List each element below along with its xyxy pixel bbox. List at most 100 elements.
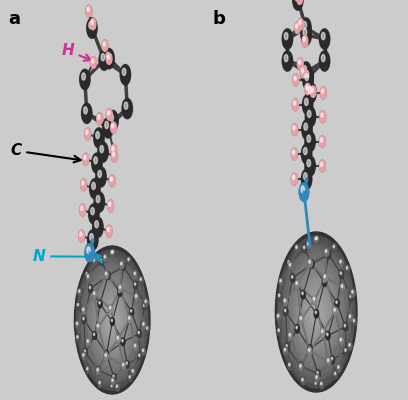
Circle shape [79,230,84,242]
Circle shape [296,246,297,248]
Circle shape [115,383,120,392]
Circle shape [304,173,307,180]
Circle shape [304,123,308,130]
Circle shape [305,83,310,95]
Circle shape [340,338,341,341]
Text: N: N [33,249,101,264]
Circle shape [315,237,316,240]
Circle shape [96,366,100,374]
Circle shape [76,302,80,310]
Circle shape [340,272,341,274]
Circle shape [110,250,114,257]
Circle shape [76,250,148,390]
Circle shape [349,293,353,302]
Circle shape [107,228,109,232]
Circle shape [85,244,94,262]
Circle shape [103,254,107,262]
Circle shape [291,148,297,160]
Circle shape [292,99,299,111]
Circle shape [142,321,146,329]
Circle shape [295,22,300,34]
Circle shape [103,118,113,138]
Circle shape [106,308,118,332]
Circle shape [303,28,307,36]
Circle shape [312,304,321,320]
Circle shape [315,374,319,382]
Circle shape [299,183,308,201]
Circle shape [340,260,341,263]
Circle shape [108,312,116,328]
Circle shape [331,357,333,360]
Circle shape [105,121,109,129]
Circle shape [133,270,137,279]
Circle shape [283,297,288,306]
Circle shape [327,333,328,336]
Circle shape [305,70,309,78]
Circle shape [322,89,324,93]
Circle shape [91,57,97,69]
Circle shape [316,376,317,378]
Circle shape [348,313,353,322]
Circle shape [106,272,110,280]
Circle shape [303,37,305,42]
Circle shape [277,292,282,301]
Circle shape [92,182,95,190]
Circle shape [87,275,89,278]
Circle shape [134,344,135,347]
Circle shape [307,110,311,118]
Circle shape [118,288,122,296]
Circle shape [310,86,316,97]
Circle shape [142,302,146,310]
Circle shape [82,307,86,314]
Circle shape [98,115,100,119]
Circle shape [290,274,295,282]
Circle shape [111,122,117,134]
Circle shape [275,232,357,392]
Circle shape [309,346,310,349]
Circle shape [89,22,93,29]
Circle shape [91,208,94,215]
Circle shape [98,293,126,347]
Circle shape [120,65,131,84]
Circle shape [144,299,148,306]
Circle shape [93,292,95,294]
Circle shape [80,179,86,191]
Circle shape [120,261,124,269]
Circle shape [87,18,97,38]
Circle shape [112,124,114,128]
Circle shape [333,307,337,316]
Circle shape [345,265,350,274]
Circle shape [301,169,312,190]
Circle shape [302,119,312,140]
Circle shape [306,82,317,103]
Circle shape [319,136,326,148]
Circle shape [104,350,109,358]
Circle shape [89,273,136,367]
Circle shape [99,302,100,304]
Circle shape [302,94,313,115]
Circle shape [91,20,93,24]
Circle shape [305,131,315,152]
Circle shape [135,293,139,301]
Circle shape [297,274,335,350]
Circle shape [75,320,80,329]
Circle shape [133,342,137,351]
Circle shape [308,347,312,355]
Circle shape [110,249,114,257]
Circle shape [144,298,148,306]
Circle shape [82,352,86,360]
Circle shape [102,40,108,52]
Circle shape [111,319,113,322]
Circle shape [98,380,102,388]
Circle shape [106,53,112,65]
Circle shape [290,274,295,282]
Circle shape [85,128,91,140]
Circle shape [308,344,313,353]
Circle shape [305,156,315,176]
Circle shape [129,317,130,319]
Circle shape [93,333,95,336]
Circle shape [137,330,141,338]
Circle shape [307,241,311,249]
Circle shape [299,315,304,324]
Circle shape [343,323,348,331]
